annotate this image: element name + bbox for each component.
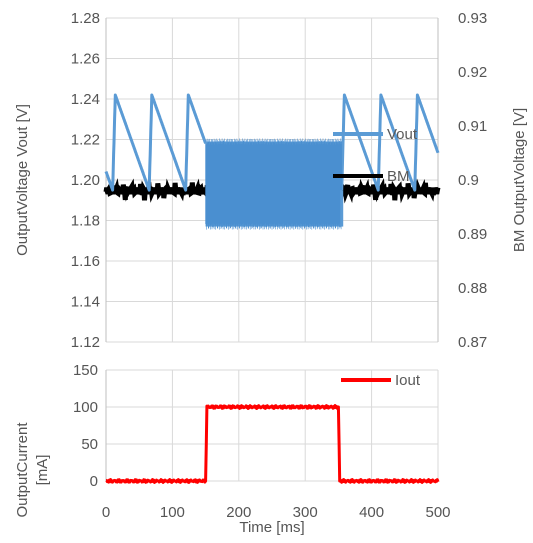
left-y-tick-label: 1.28 — [71, 10, 100, 27]
x-tick-label: 200 — [226, 504, 251, 521]
x-tick-label: 500 — [425, 504, 450, 521]
voltage-plot-axes — [105, 18, 439, 342]
right-y-tick-label: 0.89 — [458, 226, 487, 243]
left-y-tick-label: 1.24 — [71, 91, 100, 108]
right-y-tick-label: 0.88 — [458, 280, 487, 297]
right-y-tick-label: 0.91 — [458, 118, 487, 135]
right-y-tick-label: 0.9 — [458, 172, 479, 189]
legends: Vout BM Iout — [333, 126, 421, 389]
right-y-tick-label: 0.92 — [458, 64, 487, 81]
x-tick-label: 100 — [160, 504, 185, 521]
x-axis-title: Time [ms] — [239, 519, 304, 536]
x-tick-label: 0 — [102, 504, 110, 521]
legend-vout-label: Vout — [387, 126, 418, 143]
current-plot-axes — [105, 370, 439, 481]
current-plot-gridlines — [106, 369, 438, 482]
left-y-axis-title: OutputVoltage Vout [V] — [14, 104, 31, 256]
tick-labels: 1.12 1.14 1.16 1.18 1.20 1.22 1.24 1.26 1.28 0.87… — [71, 10, 487, 521]
voltage-plot-gridlines — [106, 17, 438, 343]
current-y-axis-title-line2: [mA] — [34, 455, 51, 486]
current-y-tick-label: 100 — [73, 399, 98, 416]
x-tick-label: 400 — [359, 504, 384, 521]
legend-bm-label: BM — [387, 168, 410, 185]
current-y-tick-label: 0 — [90, 473, 98, 490]
left-y-tick-label: 1.26 — [71, 51, 100, 68]
right-y-axis-title: BM OutputVoltage [V] — [511, 108, 528, 252]
series-iout-line — [105, 404, 440, 484]
axis-titles: OutputVoltage Vout [V] BM OutputVoltage [… — [14, 104, 528, 536]
series-vout-sawtooth-left — [104, 93, 208, 192]
legend-iout-label: Iout — [395, 372, 421, 389]
x-tick-label: 300 — [293, 504, 318, 521]
current-y-tick-label: 50 — [81, 436, 98, 453]
left-y-tick-label: 1.12 — [71, 334, 100, 351]
right-y-tick-label: 0.93 — [458, 10, 487, 27]
current-y-axis-title-line1: OutputCurrent — [14, 422, 31, 518]
series-vout-ripple-detail — [205, 138, 342, 230]
series-layer — [103, 93, 441, 484]
current-y-tick-label: 150 — [73, 362, 98, 379]
left-y-tick-label: 1.18 — [71, 213, 100, 230]
left-y-tick-label: 1.22 — [71, 132, 100, 149]
right-y-tick-label: 0.87 — [458, 334, 487, 351]
left-y-tick-label: 1.16 — [71, 253, 100, 270]
left-y-tick-label: 1.14 — [71, 294, 100, 311]
left-y-tick-label: 1.20 — [71, 172, 100, 189]
